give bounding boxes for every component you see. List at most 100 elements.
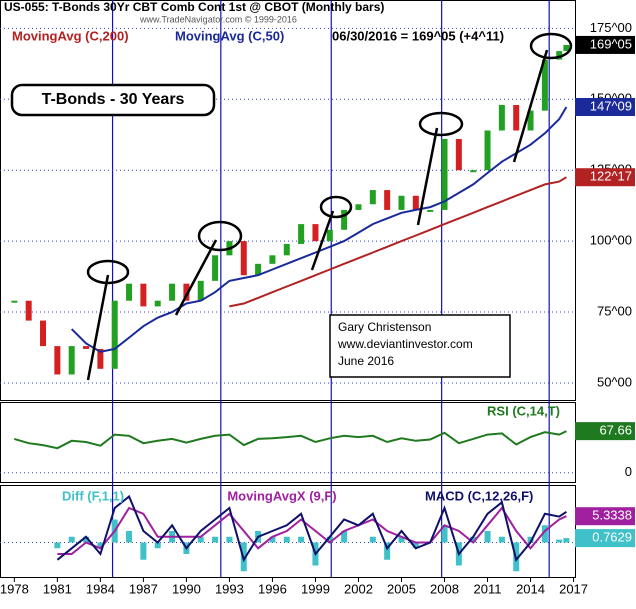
histogram-bar bbox=[527, 536, 534, 543]
price-bar bbox=[326, 229, 333, 242]
x-tick-label: 1987 bbox=[129, 581, 158, 596]
price-bar bbox=[312, 224, 319, 242]
price-bar bbox=[513, 104, 520, 131]
price-bar bbox=[355, 204, 362, 210]
price-bar bbox=[11, 300, 18, 303]
price-bar bbox=[427, 209, 434, 212]
histogram-bar bbox=[54, 542, 61, 549]
price-bar bbox=[154, 300, 161, 307]
histogram-bar bbox=[269, 536, 276, 543]
price-bar bbox=[498, 104, 505, 131]
last-value-label: 122^17 bbox=[590, 169, 632, 184]
price-bar bbox=[197, 280, 204, 301]
price-bar bbox=[255, 263, 262, 276]
price-bar bbox=[441, 139, 448, 210]
histogram-bar bbox=[83, 536, 90, 543]
last-value-label: 67.66 bbox=[599, 423, 632, 438]
x-tick-label: 2017 bbox=[559, 581, 588, 596]
histogram-bar bbox=[498, 536, 505, 543]
x-tick-label: 1993 bbox=[215, 581, 244, 596]
price-bar bbox=[398, 195, 405, 210]
histogram-bar bbox=[556, 539, 563, 543]
y-tick-label: 0 bbox=[625, 464, 632, 479]
y-tick-label: 100^00 bbox=[590, 233, 632, 248]
panel-frame bbox=[0, 0, 576, 401]
histogram-bar bbox=[226, 536, 233, 543]
histogram-bar bbox=[97, 542, 104, 549]
x-tick-label: 2011 bbox=[474, 581, 502, 596]
price-bar bbox=[140, 283, 147, 307]
x-tick-label: 1984 bbox=[86, 581, 115, 596]
price-bar bbox=[54, 346, 61, 375]
author: www.deviantinvestor.com bbox=[337, 337, 473, 351]
price-bar bbox=[240, 241, 247, 276]
histogram-bar bbox=[398, 536, 405, 543]
x-tick-label: 2005 bbox=[387, 581, 416, 596]
histogram-bar bbox=[68, 536, 75, 543]
last-value-box bbox=[575, 422, 635, 441]
last-value-box bbox=[575, 35, 635, 54]
price-bar bbox=[369, 190, 376, 205]
x-tick-label: 1981 bbox=[43, 581, 72, 596]
panel-frame bbox=[0, 402, 576, 483]
histogram-bar bbox=[154, 542, 161, 549]
price-bar bbox=[298, 224, 305, 244]
legend-entry: MovingAvgX (9,F) bbox=[227, 488, 336, 503]
line-series bbox=[70, 106, 568, 353]
y-tick-label: 175^00 bbox=[590, 20, 632, 35]
histogram-bar bbox=[563, 538, 570, 543]
x-tick-label: 2014 bbox=[516, 581, 545, 596]
histogram-bar bbox=[484, 531, 491, 543]
price-bar bbox=[341, 209, 348, 230]
price-bar bbox=[563, 44, 570, 52]
price-bar bbox=[83, 346, 90, 349]
price-bar bbox=[384, 190, 391, 210]
last-value-label: 0.7629 bbox=[592, 530, 632, 545]
price-bar bbox=[455, 139, 462, 171]
price-bar bbox=[40, 320, 47, 347]
x-tick-label: 1990 bbox=[172, 581, 201, 596]
price-bar bbox=[541, 59, 548, 111]
last-value-label: 169^05 bbox=[590, 36, 632, 51]
histogram-bar bbox=[126, 531, 133, 543]
author: June 2016 bbox=[338, 354, 394, 368]
line-series bbox=[14, 430, 567, 450]
legend-entry: MACD (C,12,26,F) bbox=[425, 488, 533, 503]
chart-title: US-055: T-Bonds 30Yr CBT Comb Cont 1st @… bbox=[4, 0, 384, 14]
histogram-bar bbox=[341, 531, 348, 543]
annotations bbox=[10, 32, 573, 381]
histogram-bar bbox=[412, 542, 419, 549]
legend-entry: Diff (F,1,1) bbox=[62, 488, 124, 503]
y-tick-label: 50^00 bbox=[597, 374, 632, 389]
price-bar bbox=[484, 130, 491, 171]
price-bar bbox=[283, 243, 290, 256]
price-bar bbox=[126, 283, 133, 301]
price-bar bbox=[97, 348, 104, 369]
price-bar bbox=[111, 300, 118, 369]
x-tick-label: 1996 bbox=[258, 581, 287, 596]
annotation: 06/30/2016 = 169^05 (+4^11) bbox=[332, 28, 504, 43]
price-bar bbox=[470, 170, 477, 173]
price-bar bbox=[183, 283, 190, 301]
author: Gary Christenson bbox=[338, 320, 431, 334]
x-tick-label: 2008 bbox=[430, 581, 459, 596]
price-bar bbox=[527, 110, 534, 131]
histogram-bar bbox=[298, 536, 305, 543]
line-series bbox=[57, 506, 567, 555]
last-value-box bbox=[575, 529, 635, 548]
last-value-box bbox=[575, 98, 635, 117]
line-series bbox=[56, 494, 567, 563]
price-bar bbox=[169, 283, 176, 301]
x-tick-label: 1978 bbox=[0, 581, 29, 596]
legend-entry: MovingAvg (C,50) bbox=[175, 28, 284, 43]
histogram-bar bbox=[212, 536, 219, 543]
last-value-label: 5.3338 bbox=[592, 508, 632, 523]
legend-entry: RSI (C,14,T) bbox=[487, 403, 560, 418]
histogram-bar bbox=[541, 525, 548, 543]
price-bar bbox=[412, 195, 419, 210]
price-bar bbox=[269, 255, 276, 264]
legend-entry: MovingAvg (C,200) bbox=[12, 28, 129, 43]
price-bar bbox=[212, 255, 219, 281]
histogram-bar bbox=[470, 536, 477, 543]
